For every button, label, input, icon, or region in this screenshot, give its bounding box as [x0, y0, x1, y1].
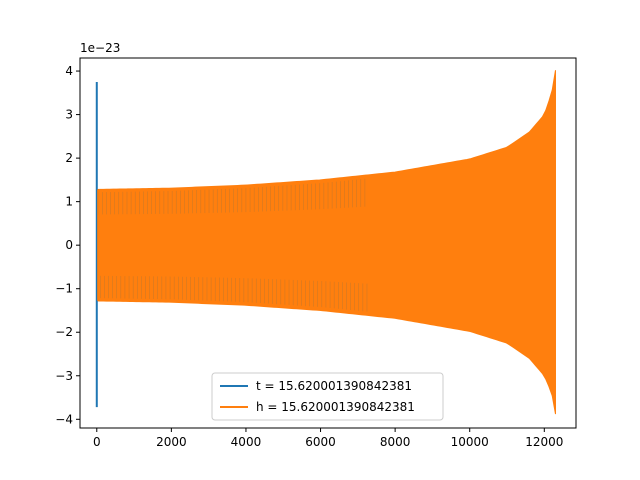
y-tick-label: 3: [65, 108, 73, 122]
x-tick-label: 4000: [231, 435, 262, 449]
series-h-texture: [98, 178, 368, 312]
y-tick-label: −1: [55, 282, 73, 296]
y-tick-label: 0: [65, 238, 73, 252]
x-tick-label: 10000: [451, 435, 489, 449]
y-tick-label: −4: [55, 412, 73, 426]
legend-box: [211, 372, 444, 421]
plot-frame: [79, 57, 577, 429]
y-tick-label: 2: [65, 151, 73, 165]
x-tick-label: 0: [93, 435, 101, 449]
x-tick-label: 12000: [525, 435, 563, 449]
y-tick-label: −3: [55, 369, 73, 383]
series-layer: [95, 70, 556, 415]
y-axis: 4 3 2 1 0 −1 −2 −3 −4: [55, 64, 80, 426]
legend-label: t = 15.620001390842381: [256, 379, 412, 393]
y-tick-label: −2: [55, 325, 73, 339]
series-h-envelope: [96, 70, 556, 415]
x-axis: 0 2000 4000 6000 8000 10000 12000: [93, 428, 563, 449]
x-tick-label: 2000: [156, 435, 187, 449]
x-tick-label: 6000: [305, 435, 336, 449]
legend: t = 15.620001390842381 h = 15.62000139084…: [211, 372, 444, 421]
x-tick-label: 8000: [380, 435, 411, 449]
y-tick-label: 4: [65, 64, 73, 78]
y-tick-label: 1: [65, 195, 73, 209]
offset-text: 1e−23: [80, 41, 120, 55]
legend-label: h = 15.620001390842381: [256, 400, 415, 414]
